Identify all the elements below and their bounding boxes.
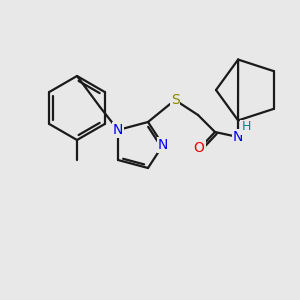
Text: N: N — [158, 138, 168, 152]
Text: N: N — [233, 130, 243, 144]
Text: S: S — [171, 93, 179, 107]
Text: N: N — [113, 123, 123, 137]
Text: O: O — [194, 141, 204, 155]
Text: H: H — [241, 121, 251, 134]
